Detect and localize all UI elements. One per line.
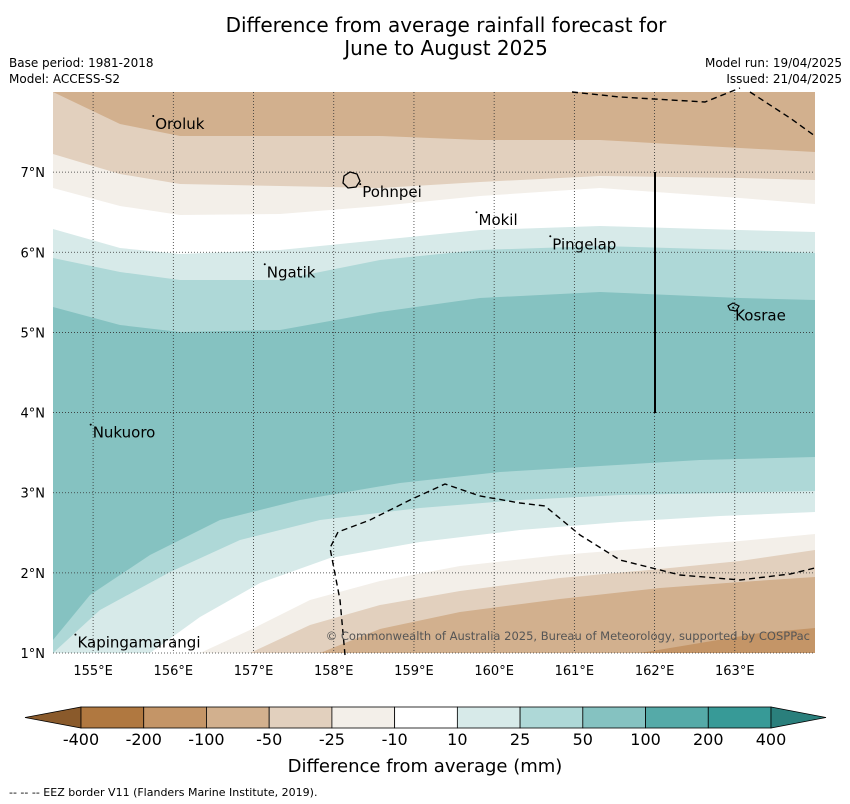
colorbar-segment: [707, 706, 772, 729]
lat-tick-label: 1°N: [21, 647, 46, 662]
colorbar: -400 -200 -100 -50 -25 -10 10 25 50 100 200 400: [24, 706, 827, 749]
place-label: Kosrae: [735, 307, 786, 325]
colorbar-tick-label: 10: [447, 730, 467, 749]
lat-tick-label: 3°N: [21, 487, 46, 502]
place-marker: [475, 211, 478, 214]
colorbar-tick-label: -200: [126, 730, 162, 749]
colorbar-segment: [268, 706, 333, 729]
colorbar-segment: [645, 706, 709, 729]
colorbar-segment: [143, 706, 207, 729]
colorbar-segment: [80, 706, 145, 729]
lon-tick-label: 157°E: [234, 664, 274, 679]
colorbar-low-extension: [24, 706, 82, 729]
lon-tick-label: 163°E: [715, 664, 755, 679]
model-name: Model: ACCESS-S2: [9, 72, 121, 86]
colorbar-tick-label: 400: [756, 730, 787, 749]
model-run: Model run: 19/04/2025: [704, 56, 842, 70]
place-marker: [359, 183, 362, 186]
place-label: Mokil: [479, 211, 518, 229]
place-label: Kapingamarangi: [77, 634, 200, 652]
metadata-left: Base period: 1981-2018 Model: ACCESS-S2: [9, 55, 154, 87]
lat-tick-label: 5°N: [21, 326, 46, 341]
colorbar-tick-label: 200: [693, 730, 724, 749]
place-label: Pingelap: [552, 235, 616, 253]
place-marker: [89, 423, 92, 426]
lon-tick-label: 162°E: [635, 664, 675, 679]
colorbar-segment: [582, 706, 646, 729]
lon-tick-label: 160°E: [474, 664, 514, 679]
lat-tick-label: 2°N: [21, 567, 46, 582]
map-title: Difference from average rainfall forecas…: [0, 14, 850, 60]
map-axes: 155°E 156°E 157°E 158°E 159°E 160°E 161°E 162°E…: [21, 166, 755, 679]
place-marker: [263, 263, 266, 266]
lat-tick-label: 6°N: [21, 246, 46, 261]
colorbar-tick-label: -400: [63, 730, 99, 749]
lat-tick-label: 4°N: [21, 407, 46, 422]
colorbar-segment: [456, 706, 521, 729]
rainfall-contour-bands: [53, 92, 815, 653]
place-marker: [549, 235, 552, 238]
colorbar-tick-label: 50: [573, 730, 593, 749]
lon-tick-label: 156°E: [154, 664, 194, 679]
lon-tick-label: 158°E: [314, 664, 354, 679]
lon-tick-label: 161°E: [555, 664, 595, 679]
place-label: Pohnpei: [362, 183, 422, 201]
base-period: Base period: 1981-2018: [9, 56, 154, 70]
eez-border-lines: [329, 87, 816, 656]
colorbar-segment: [519, 706, 584, 729]
title-line-1: Difference from average rainfall forecas…: [225, 13, 667, 37]
pohnpei-island-outline: [342, 171, 361, 189]
lon-tick-label: 159°E: [394, 664, 434, 679]
colorbar-segment: [394, 706, 458, 729]
colorbar-tick-label: -25: [319, 730, 345, 749]
credit-text: © Commonwealth of Australia 2025, Bureau…: [326, 629, 810, 643]
place-label: Nukuoro: [93, 424, 156, 442]
lat-tick-label: 7°N: [21, 166, 46, 181]
colorbar-tick-label: 100: [630, 730, 661, 749]
colorbar-segment: [206, 706, 270, 729]
place-marker: [74, 633, 77, 636]
metadata-right: Model run: 19/04/2025 Issued: 21/04/2025: [705, 55, 842, 87]
colorbar-high-extension: [770, 706, 827, 729]
colorbar-tick-label: 25: [510, 730, 530, 749]
place-label: Oroluk: [155, 115, 204, 133]
colorbar-tick-label: -100: [188, 730, 224, 749]
lon-tick-label: 155°E: [73, 664, 113, 679]
colorbar-tick-label: -50: [256, 730, 282, 749]
place-marker: [732, 306, 735, 309]
colorbar-segment: [331, 706, 396, 729]
footnote: -- -- -- EEZ border V11 (Flanders Marine…: [9, 786, 318, 799]
place-marker: [152, 115, 155, 118]
issued-date: Issued: 21/04/2025: [726, 72, 842, 86]
title-line-2: June to August 2025: [344, 36, 548, 60]
kosrae-island-outline: [727, 302, 740, 312]
place-label: Ngatik: [267, 263, 316, 281]
colorbar-tick-label: -10: [382, 730, 408, 749]
colorbar-label: Difference from average (mm): [287, 756, 563, 777]
place-labels: Oroluk Pohnpei Mokil Pingelap Ngatik Kosrae Nu…: [74, 115, 786, 652]
